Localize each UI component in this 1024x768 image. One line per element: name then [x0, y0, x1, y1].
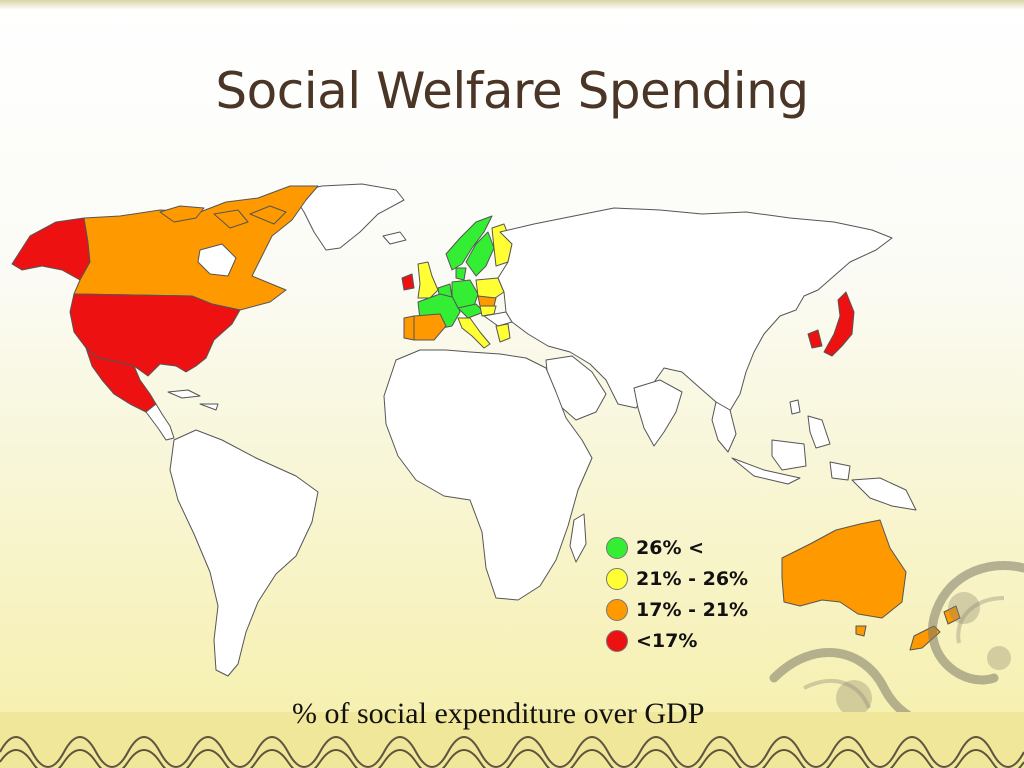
region-australia — [781, 519, 907, 619]
region-italy — [457, 317, 491, 349]
map-legend: 26% < 21% - 26% 17% - 21% <17% — [606, 532, 748, 656]
region-denmark — [455, 267, 467, 281]
top-bar — [0, 0, 1024, 10]
legend-swatch-red — [606, 629, 628, 652]
legend-swatch-orange — [606, 598, 628, 621]
region-greenland — [291, 183, 405, 251]
region-eurasia — [497, 207, 893, 415]
legend-item: 21% - 26% — [606, 563, 748, 594]
region-greece — [495, 323, 511, 343]
region-iceland — [382, 231, 407, 245]
region-portugal — [403, 315, 415, 341]
region-ireland — [401, 273, 415, 291]
legend-label: 21% - 26% — [636, 567, 749, 590]
region-japan — [823, 291, 855, 357]
region-poland — [475, 277, 505, 301]
region-germany — [451, 279, 479, 309]
region-united-kingdom — [417, 261, 439, 299]
region-madagascar — [569, 513, 587, 563]
legend-swatch-yellow — [606, 567, 628, 590]
region-philippines — [789, 399, 831, 449]
region-tasmania — [855, 625, 867, 637]
region-south-korea — [807, 329, 823, 349]
region-slovakia — [477, 295, 497, 307]
wave-border-decoration — [0, 712, 1024, 768]
legend-item: 17% - 21% — [606, 594, 748, 625]
legend-item: 26% < — [606, 532, 748, 563]
region-hudson-bay — [197, 243, 237, 277]
region-caribbean — [167, 389, 219, 411]
legend-item: <17% — [606, 625, 748, 656]
legend-label: 26% < — [636, 536, 705, 559]
region-norway — [445, 215, 493, 271]
region-indonesia — [731, 439, 917, 511]
region-southeast-asia — [711, 401, 737, 453]
legend-swatch-green — [606, 536, 628, 559]
map-caption: % of social expenditure over GDP — [292, 697, 705, 730]
region-central-america — [145, 403, 175, 441]
slide-title: Social Welfare Spending — [215, 62, 809, 120]
region-africa — [383, 349, 593, 601]
legend-label: <17% — [636, 629, 698, 652]
region-alaska — [11, 217, 91, 281]
region-india — [633, 379, 683, 447]
legend-label: 17% - 21% — [636, 598, 749, 621]
region-canada — [73, 185, 319, 311]
region-arctic-islands — [159, 205, 287, 229]
region-south-america — [169, 429, 319, 677]
